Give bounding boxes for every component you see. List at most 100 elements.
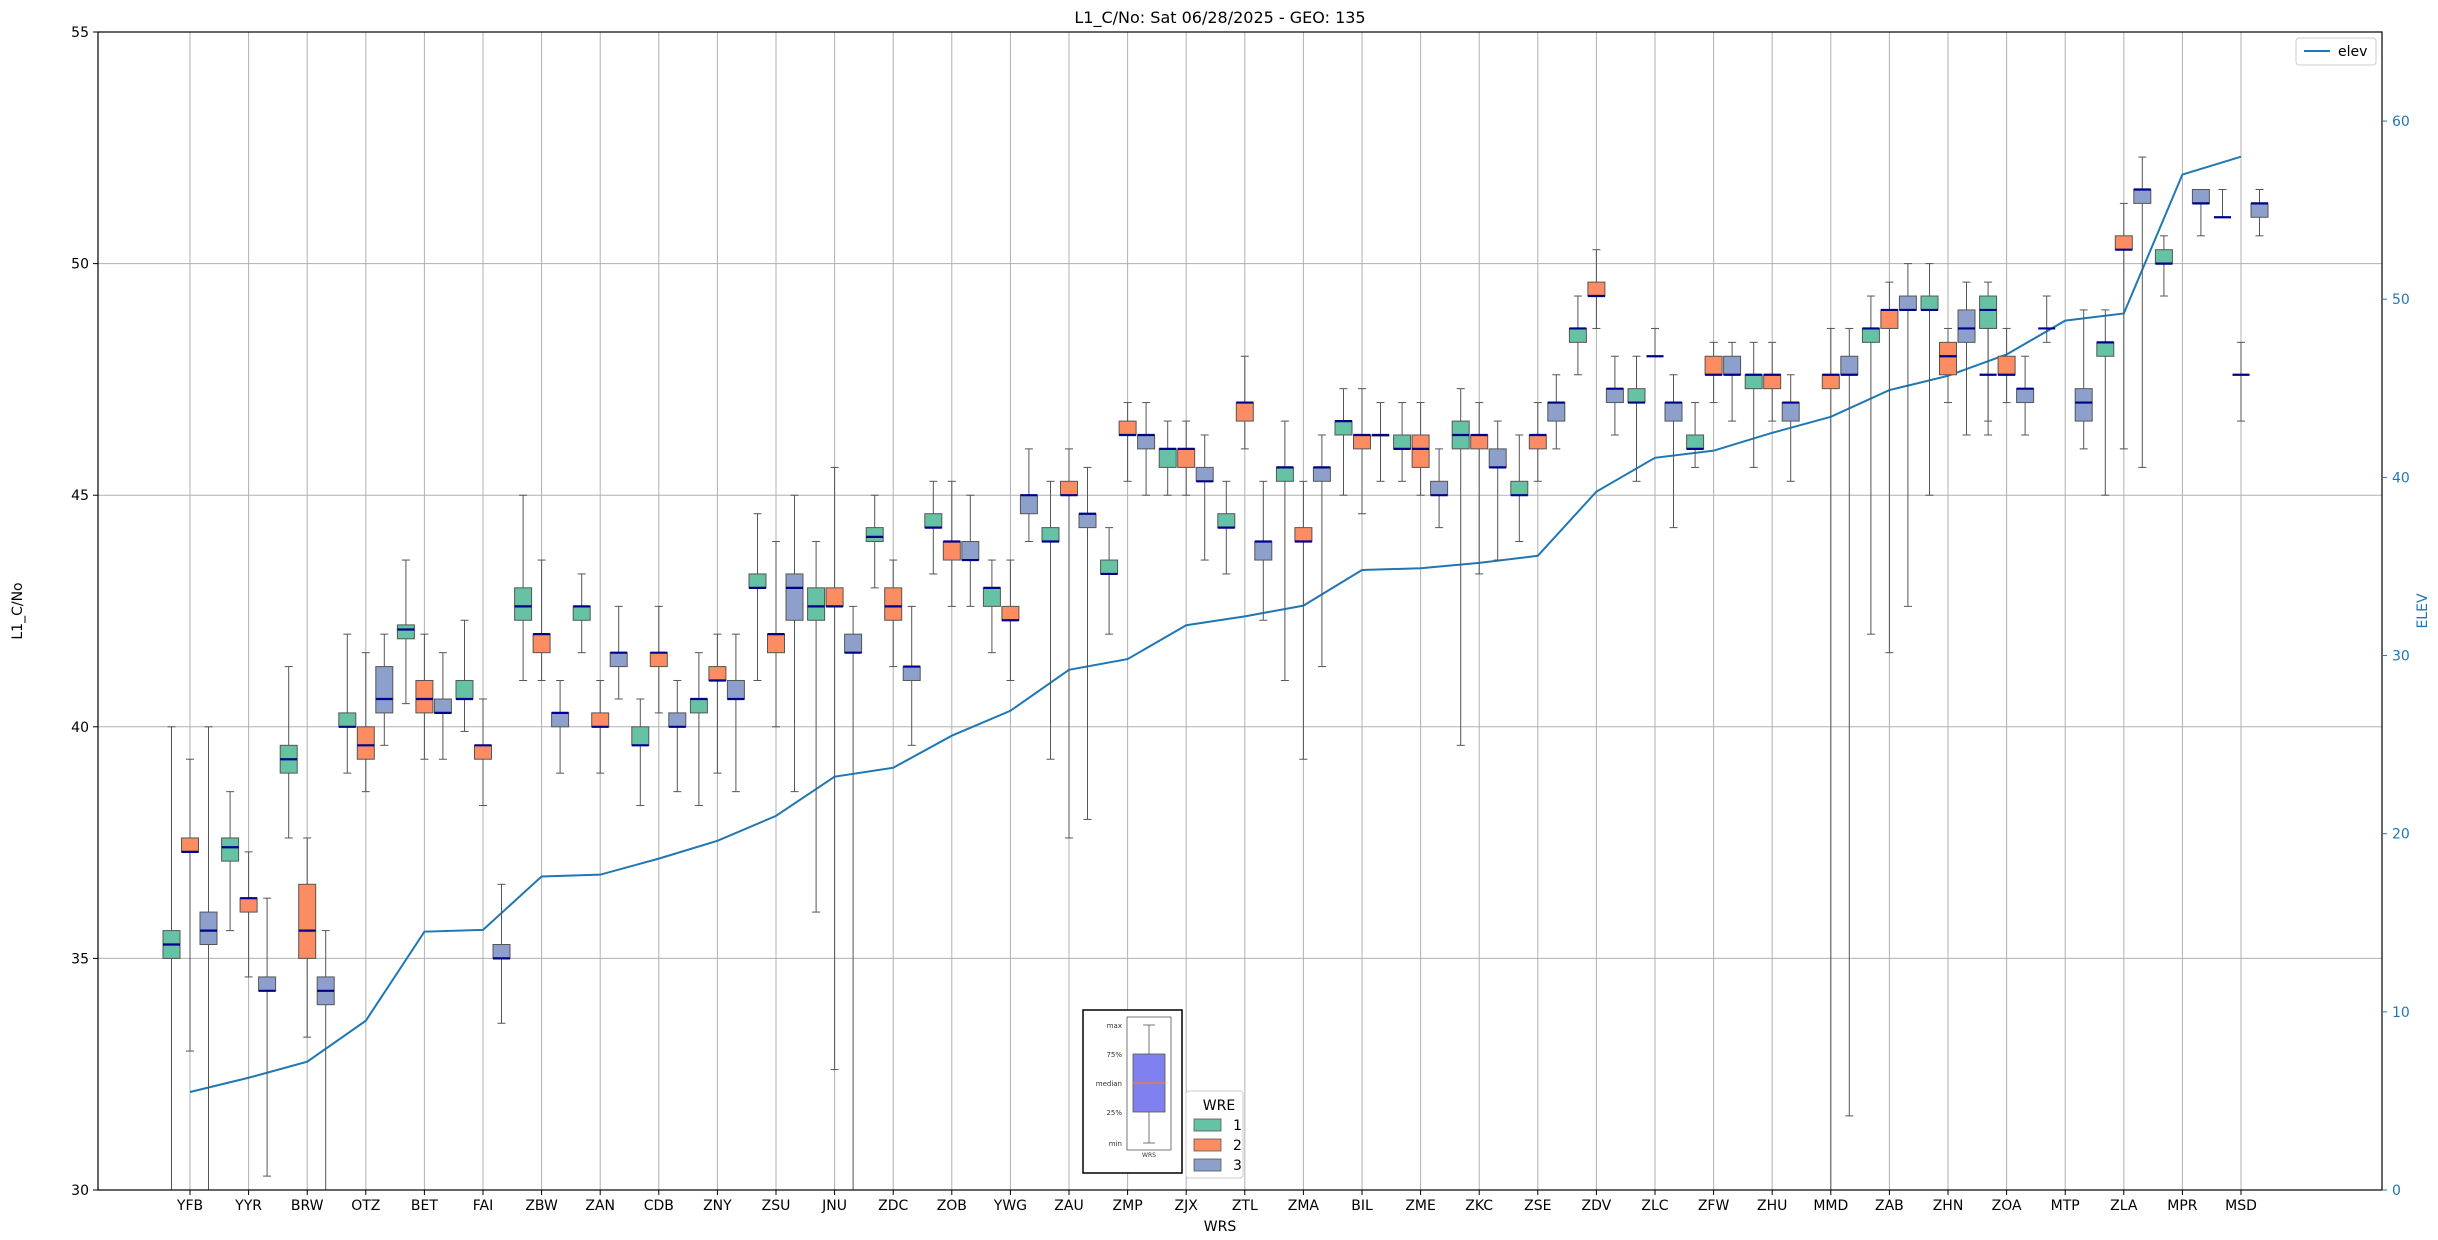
marker-1-zoa <box>1979 327 1997 422</box>
y-tick-label: 55 <box>71 25 89 41</box>
box-1-zau <box>1041 480 1060 760</box>
box-iqr <box>1997 355 2016 376</box>
box-1-otz <box>338 633 357 774</box>
box-iqr <box>1763 374 1782 390</box>
box-2-zmp <box>1118 402 1137 482</box>
box-3-mpr <box>2191 188 2210 237</box>
box-3-zbw <box>551 679 570 774</box>
box-iqr <box>1411 434 1430 468</box>
x-tick-label: ZOA <box>1992 1198 2022 1214</box>
box-iqr <box>1920 295 1939 311</box>
x-tick-label: ZAU <box>1054 1198 1083 1214</box>
x-tick-label: ZFW <box>1698 1198 1730 1214</box>
box-1-zma <box>1275 420 1294 681</box>
box-3-mmd <box>1840 327 1859 1117</box>
plot-frame <box>97 31 2383 1191</box>
key-box-frame <box>1082 1009 1183 1174</box>
box-1-zob <box>924 480 943 575</box>
marker-1-mtp <box>2038 295 2056 343</box>
key-xlabel: WRS <box>1142 1152 1156 1159</box>
box-3-zlc <box>1664 374 1683 529</box>
y2-axis-label: ELEV <box>2415 593 2431 628</box>
box-3-zme <box>1430 448 1449 529</box>
key-label-min: min <box>1109 1140 1122 1148</box>
box-iqr <box>2191 188 2210 204</box>
box-3-zjx <box>1195 434 1214 561</box>
chart-title: L1_C/No: Sat 06/28/2025 - GEO: 135 <box>1074 8 1365 28</box>
box-3-zab <box>1898 263 1917 607</box>
box-3-msd <box>2250 188 2269 237</box>
box-iqr <box>1353 434 1371 450</box>
y-tick-label: 50 <box>71 257 89 273</box>
box-2-brw <box>298 837 317 1038</box>
key-label-median: median <box>1096 1080 1122 1088</box>
box-iqr <box>609 652 628 668</box>
box-iqr <box>1488 448 1507 468</box>
box-iqr <box>1898 295 1917 311</box>
x-tick-label: ZLA <box>2110 1198 2138 1214</box>
x-tick-label: MMD <box>1813 1198 1848 1214</box>
box-2-zhn <box>1939 327 1957 404</box>
box-1-jnu <box>807 541 826 913</box>
box-iqr <box>1686 434 1705 450</box>
box-iqr <box>1060 480 1078 496</box>
x-tick-label: MTP <box>2051 1198 2080 1214</box>
box-iqr <box>708 666 727 681</box>
box-iqr <box>572 605 591 621</box>
box-2-ztl <box>1235 355 1254 450</box>
box-iqr <box>1664 402 1683 422</box>
x-tick-label: BET <box>411 1198 438 1214</box>
y-tick-label: 35 <box>71 951 89 967</box>
box-iqr <box>1393 434 1412 450</box>
box-iqr <box>1078 513 1097 529</box>
box-2-zny <box>708 633 727 774</box>
elev-legend: elev <box>2295 37 2377 66</box>
box-2-yfb <box>181 758 199 1052</box>
box-3-bil <box>1371 402 1390 482</box>
x-tick-label: ZHU <box>1757 1198 1787 1214</box>
box-2-yyr <box>239 851 258 978</box>
x-tick-label: ZDC <box>878 1198 908 1214</box>
box-iqr <box>2250 202 2269 218</box>
box-2-bet <box>415 633 434 760</box>
box-1-zbw <box>514 494 533 681</box>
x-tick-label: ZDV <box>1582 1198 1612 1214</box>
box-3-zla <box>2133 156 2152 468</box>
box-iqr <box>1118 420 1137 436</box>
elev-polyline <box>189 155 2242 1093</box>
box-iqr <box>1019 494 1038 515</box>
box-iqr <box>982 587 1001 607</box>
box-iqr <box>1510 480 1529 496</box>
box-iqr <box>474 744 492 760</box>
box-3-zhu <box>1781 374 1800 482</box>
box-iqr <box>1100 559 1119 575</box>
box-2-zme <box>1411 402 1430 496</box>
box-2-zab <box>1880 281 1899 654</box>
box-1-yfb <box>162 726 181 1191</box>
box-2-zse <box>1528 402 1547 482</box>
x-tick-label: ZTL <box>1232 1198 1258 1214</box>
box-1-brw <box>279 666 298 839</box>
box-1-cdb <box>631 698 650 807</box>
box-3-yyr <box>258 897 277 1177</box>
marker-1-msd <box>2214 188 2231 219</box>
box-iqr <box>1821 374 1840 390</box>
box-iqr <box>1979 295 1998 329</box>
wre-legend-title: WRE <box>1203 1098 1235 1114</box>
box-3-jnu <box>844 605 863 1191</box>
box-3-zau <box>1078 466 1097 820</box>
box-iqr <box>2133 188 2152 204</box>
marker-2-msd <box>2232 341 2250 422</box>
box-iqr <box>433 698 452 714</box>
box-iqr <box>726 679 745 700</box>
y-tick-label: 30 <box>71 1183 89 1199</box>
box-2-zbw <box>532 559 551 681</box>
wre-legend-label-1: 1 <box>1233 1118 1242 1134</box>
x-tick-label: OTZ <box>351 1198 380 1214</box>
elev-line <box>189 155 2242 1093</box>
box-1-zsu <box>748 513 767 681</box>
box-iqr <box>532 633 551 654</box>
box-iqr <box>1781 402 1800 422</box>
box-2-cdb <box>649 605 668 714</box>
